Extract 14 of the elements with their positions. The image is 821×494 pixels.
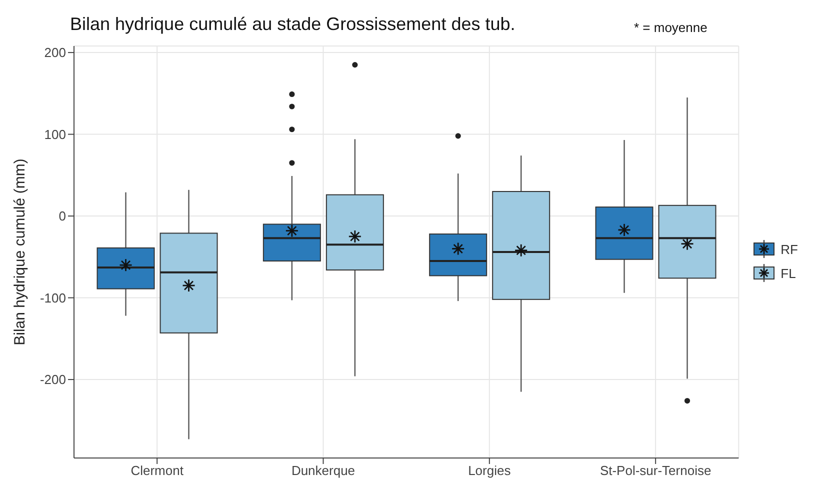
legend-label: RF (780, 242, 798, 256)
y-tick-label: 0 (58, 208, 66, 224)
y-axis-title: Bilan hydrique cumulé (mm) (11, 158, 28, 346)
y-tick-label: -200 (40, 372, 66, 388)
y-tick-label: -100 (40, 290, 66, 306)
chart-title: Bilan hydrique cumulé au stade Grossissement des tub. (70, 14, 516, 35)
x-tick-label: Clermont (130, 463, 184, 478)
y-tick-label: 200 (44, 45, 66, 60)
x-tick-label: Lorgies (468, 463, 512, 478)
text: * = moyenne (634, 20, 708, 35)
legend-label: FL (780, 266, 796, 280)
x-tick-label: St-Pol-sur-Ternoise (600, 463, 712, 478)
y-tick-label: 100 (44, 126, 66, 142)
x-tick-label: Dunkerque (291, 463, 356, 478)
